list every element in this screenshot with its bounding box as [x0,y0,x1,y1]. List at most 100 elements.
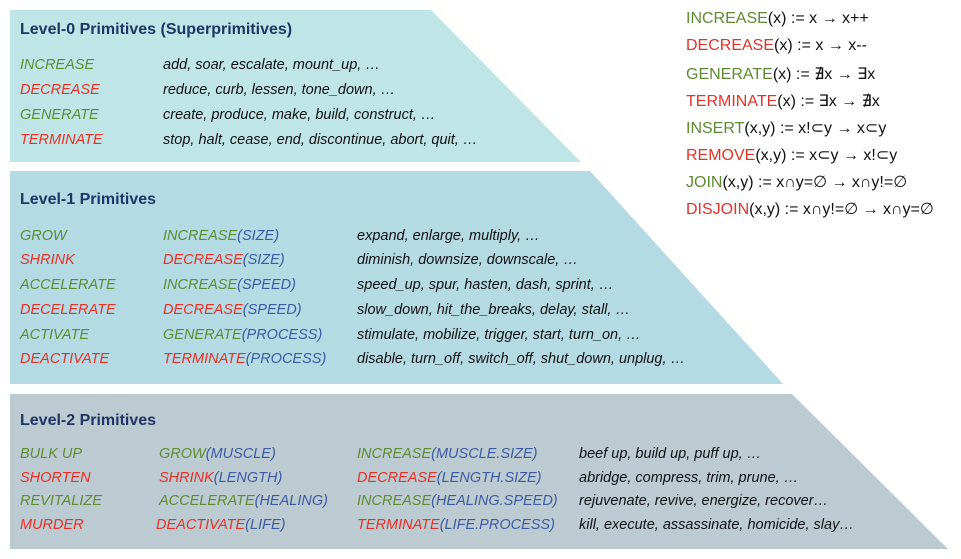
definition-name: GENERATE [686,66,773,83]
definition-line: INCREASE(x) := x → x++ [686,10,869,28]
definition-name: TERMINATE [686,93,778,110]
definition-args: (x,y) [722,174,754,191]
mid-primitive: GROW [159,446,206,462]
primitive-examples: reduce, curb, lessen, tone_down, … [163,82,396,98]
base-primitive: INCREASE [357,446,432,462]
definition-line: INSERT(x,y) := x!⊂y → x⊂y [686,118,886,138]
primitive-composition: DECREASE(SIZE) [163,252,285,268]
base-primitive: INCREASE [357,493,432,509]
primitive-examples: slow_down, hit_the_breaks, delay, stall,… [357,302,630,318]
level1-title: Level-1 Primitives [20,191,157,208]
definition-line: DECREASE(x) := x → x-- [686,37,867,55]
primitive-examples: stop, halt, cease, end, discontinue, abo… [163,132,478,148]
mid-argument: (HEALING) [254,493,328,509]
definition-args: (x,y) [749,201,781,218]
primitive-examples: expand, enlarge, multiply, … [357,228,540,244]
primitive-name: BULK UP [20,446,83,462]
primitive-composition: TERMINATE(PROCESS) [163,351,326,367]
mid-composition: DEACTIVATE(LIFE) [156,517,285,533]
definition-rule: := x → x++ [786,10,869,27]
definition-args: (x) [772,66,792,83]
base-argument: (MUSCLE.SIZE) [431,446,538,462]
mid-argument: (LENGTH) [213,470,283,486]
primitive-examples: create, produce, make, build, construct,… [163,107,436,123]
primitive-argument: (PROCESS) [241,327,323,343]
mid-argument: (MUSCLE) [205,446,276,462]
primitive-examples: beef up, build up, puff up, … [579,446,762,462]
level2-title: Level-2 Primitives [20,412,157,429]
definition-args: (x,y) [755,147,787,164]
primitive-argument: (SIZE) [242,252,285,268]
primitive-name: REVITALIZE [20,493,102,509]
mid-primitive: SHRINK [159,470,214,486]
primitive-name: ACTIVATE [20,327,90,343]
definition-rule: := ∃x → ∄x [795,93,880,110]
primitive-name: DECELERATE [20,302,116,318]
primitive-name: INCREASE [20,57,95,73]
base-argument: (HEALING.SPEED) [431,493,558,509]
primitive-name: GROW [20,228,67,244]
definition-args: (x,y) [744,120,776,137]
definition-rule: := x∩y!=∅ → x∩y=∅ [780,201,934,218]
base-primitive: TERMINATE [357,517,440,533]
primitive-name: GENERATE [20,107,99,123]
definition-rule: := x!⊂y → x⊂y [775,120,887,137]
primitive-examples: disable, turn_off, switch_off, shut_down… [357,351,686,367]
definition-line: DISJOIN(x,y) := x∩y!=∅ → x∩y=∅ [686,199,934,219]
definition-line: TERMINATE(x) := ∃x → ∄x [686,91,880,111]
primitive-name: DECREASE [20,82,100,98]
definition-rule: := ∄x → ∃x [791,66,876,83]
primitive-argument: (PROCESS) [245,351,327,367]
primitive-composition: INCREASE(SIZE) [163,228,279,244]
definition-name: REMOVE [686,147,756,164]
primitive-name: ACCELERATE [20,277,116,293]
primitive-composition: GENERATE(PROCESS) [163,327,322,343]
definition-args: (x) [777,93,796,110]
primitive-name: DEACTIVATE [20,351,110,367]
definition-line: REMOVE(x,y) := x⊂y → x!⊂y [686,145,897,165]
definition-name: JOIN [686,174,723,191]
base-primitive: TERMINATE [163,351,246,367]
primitive-name: TERMINATE [20,132,103,148]
definition-name: INSERT [686,120,745,137]
mid-primitive: ACCELERATE [159,493,255,509]
definition-line: JOIN(x,y) := x∩y=∅ → x∩y!=∅ [686,172,907,192]
mid-composition: GROW(MUSCLE) [159,446,276,462]
primitive-examples: diminish, downsize, downscale, … [357,252,578,268]
definition-name: DECREASE [686,37,775,54]
base-composition: DECREASE(LENGTH.SIZE) [357,470,542,486]
definition-rule: := x → x-- [792,37,867,54]
base-argument: (LIFE.PROCESS) [439,517,555,533]
definition-name: DISJOIN [686,201,750,218]
base-composition: TERMINATE(LIFE.PROCESS) [357,517,555,533]
level0-title: Level-0 Primitives (Superprimitives) [20,21,293,38]
primitive-examples: rejuvenate, revive, energize, recover… [579,493,829,509]
mid-composition: SHRINK(LENGTH) [159,470,282,486]
primitive-name: SHORTEN [20,470,91,486]
base-primitive: INCREASE [163,228,238,244]
definition-args: (x) [767,10,787,27]
base-composition: INCREASE(MUSCLE.SIZE) [357,446,537,462]
base-primitive: DECREASE [163,302,243,318]
mid-primitive: DEACTIVATE [156,517,246,533]
base-primitive: GENERATE [163,327,242,343]
primitive-examples: abridge, compress, trim, prune, … [579,470,799,486]
primitive-examples: stimulate, mobilize, trigger, start, tur… [357,327,641,343]
primitive-composition: INCREASE(SPEED) [163,277,296,293]
base-primitive: DECREASE [163,252,243,268]
base-argument: (LENGTH.SIZE) [436,470,542,486]
definition-args: (x) [774,37,793,54]
base-composition: INCREASE(HEALING.SPEED) [357,493,558,509]
primitive-examples: speed_up, spur, hasten, dash, sprint, … [357,277,614,293]
base-primitive: DECREASE [357,470,437,486]
primitive-argument: (SIZE) [237,228,280,244]
primitive-examples: kill, execute, assassinate, homicide, sl… [579,517,854,533]
mid-composition: ACCELERATE(HEALING) [159,493,328,509]
primitive-name: SHRINK [20,252,75,268]
primitive-argument: (SPEED) [242,302,302,318]
base-primitive: INCREASE [163,277,238,293]
primitive-composition: DECREASE(SPEED) [163,302,302,318]
primitive-argument: (SPEED) [237,277,296,293]
primitive-examples: add, soar, escalate, mount_up, … [163,57,380,73]
primitive-name: MURDER [20,517,84,533]
